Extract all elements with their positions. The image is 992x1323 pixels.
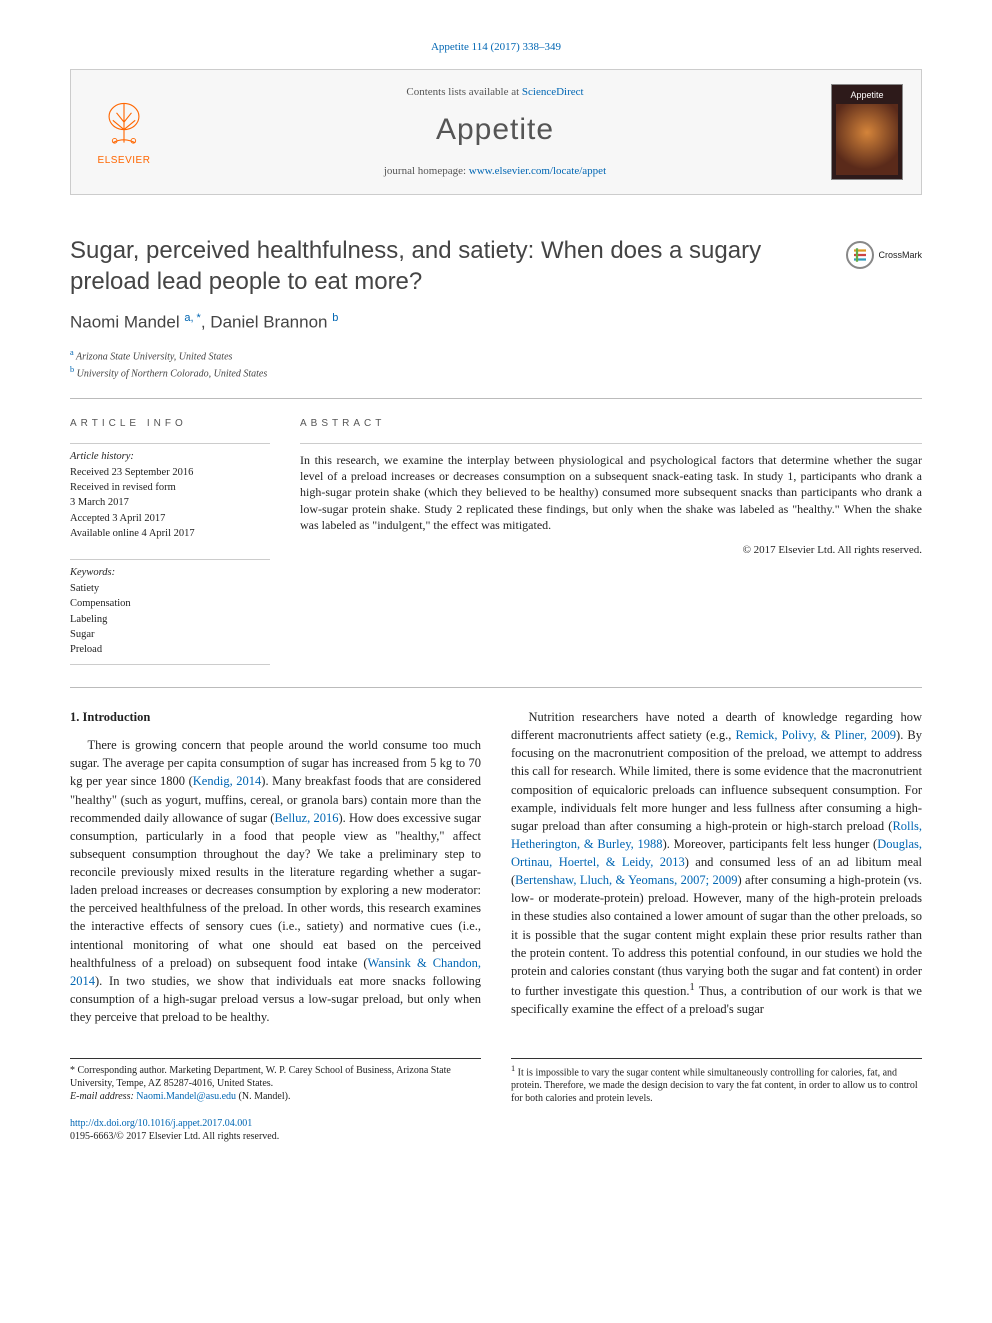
journal-homepage-line: journal homepage: www.elsevier.com/locat… (177, 164, 813, 179)
history-item: Received in revised form (70, 481, 270, 495)
issn-copyright-line: 0195-6663/© 2017 Elsevier Ltd. All right… (70, 1131, 279, 1142)
email-suffix: (N. Mandel). (239, 1091, 291, 1102)
article-info-column: article info Article history: Received 2… (70, 417, 270, 665)
history-item: Accepted 3 April 2017 (70, 512, 270, 526)
intro-paragraph-2: Nutrition researchers have noted a deart… (511, 708, 922, 1018)
divider-top (70, 398, 922, 399)
contents-available-line: Contents lists available at ScienceDirec… (177, 85, 813, 100)
keyword-item: Satiety (70, 582, 270, 596)
elsevier-label: ELSEVIER (98, 154, 151, 168)
journal-cover-thumbnail[interactable]: Appetite (831, 84, 903, 180)
section-1-heading: 1. Introduction (70, 708, 481, 726)
abstract-copyright: © 2017 Elsevier Ltd. All rights reserved… (300, 543, 922, 558)
footnote-1-text: It is impossible to vary the sugar conte… (511, 1067, 918, 1104)
history-item: Available online 4 April 2017 (70, 527, 270, 541)
corresp-email-link[interactable]: Naomi.Mandel@asu.edu (136, 1091, 236, 1102)
abstract-heading: abstract (300, 417, 922, 431)
keyword-item: Sugar (70, 628, 270, 642)
p2-e: ) after consuming a high-protein (vs. lo… (511, 873, 922, 998)
affiliation-item: a Arizona State University, United State… (70, 347, 922, 364)
page-citation: Appetite 114 (2017) 338–349 (70, 40, 922, 55)
corresp-marker: * (70, 1065, 75, 1076)
authors-line: Naomi Mandel a, *, Daniel Brannon b (70, 311, 922, 335)
citation-remick[interactable]: Remick, Polivy, & Pliner, 2009 (735, 728, 896, 742)
keyword-item: Preload (70, 643, 270, 657)
crossmark-label: CrossMark (878, 249, 922, 261)
elsevier-tree-icon (96, 96, 152, 152)
citation-belluz[interactable]: Belluz, 2016 (274, 811, 338, 825)
p1-d: ). In two studies, we show that individu… (70, 974, 481, 1024)
crossmark-badge[interactable]: CrossMark (846, 241, 922, 269)
history-item: 3 March 2017 (70, 496, 270, 510)
intro-paragraph-1: There is growing concern that people aro… (70, 736, 481, 1026)
history-label: Article history: (70, 443, 270, 464)
p1-c: ). How does excessive sugar consumption,… (70, 811, 481, 970)
footnote-1-num: 1 (511, 1064, 515, 1073)
crossmark-icon (846, 241, 874, 269)
citation-kendig[interactable]: Kendig, 2014 (193, 774, 262, 788)
affiliation-item: b University of Northern Colorado, Unite… (70, 364, 922, 381)
abstract-text: In this research, we examine the interpl… (300, 443, 922, 533)
keyword-item: Labeling (70, 613, 270, 627)
body-text: 1. Introduction There is growing concern… (70, 708, 922, 1026)
footnote-1: 1 It is impossible to vary the sugar con… (511, 1058, 922, 1105)
contents-prefix: Contents lists available at (406, 86, 521, 98)
keyword-item: Compensation (70, 597, 270, 611)
p2-b: ). By focusing on the macronutrient comp… (511, 728, 922, 833)
sciencedirect-link[interactable]: ScienceDirect (522, 86, 584, 98)
affiliations-block: a Arizona State University, United State… (70, 347, 922, 381)
article-title: Sugar, perceived healthfulness, and sati… (70, 235, 822, 297)
doi-link[interactable]: http://dx.doi.org/10.1016/j.appet.2017.0… (70, 1118, 252, 1129)
divider-bottom (70, 687, 922, 688)
journal-header: ELSEVIER Contents lists available at Sci… (70, 69, 922, 195)
p2-c: ). Moreover, participants felt less hung… (663, 837, 878, 851)
journal-name-heading: Appetite (177, 110, 813, 151)
doi-block: http://dx.doi.org/10.1016/j.appet.2017.0… (70, 1117, 481, 1143)
citation-bertenshaw[interactable]: Bertenshaw, Lluch, & Yeomans, 2007; 2009 (515, 873, 737, 887)
corresp-text: Corresponding author. Marketing Departme… (70, 1065, 451, 1089)
journal-homepage-link[interactable]: www.elsevier.com/locate/appet (469, 165, 606, 177)
elsevier-logo[interactable]: ELSEVIER (89, 96, 159, 168)
cover-art (836, 104, 898, 175)
cover-title: Appetite (850, 89, 883, 101)
email-label: E-mail address: (70, 1091, 134, 1102)
abstract-column: abstract In this research, we examine th… (300, 417, 922, 665)
corresponding-author-footnote: * Corresponding author. Marketing Depart… (70, 1058, 481, 1103)
article-info-heading: article info (70, 417, 270, 431)
keywords-label: Keywords: (70, 566, 270, 580)
history-item: Received 23 September 2016 (70, 466, 270, 480)
homepage-prefix: journal homepage: (384, 165, 469, 177)
